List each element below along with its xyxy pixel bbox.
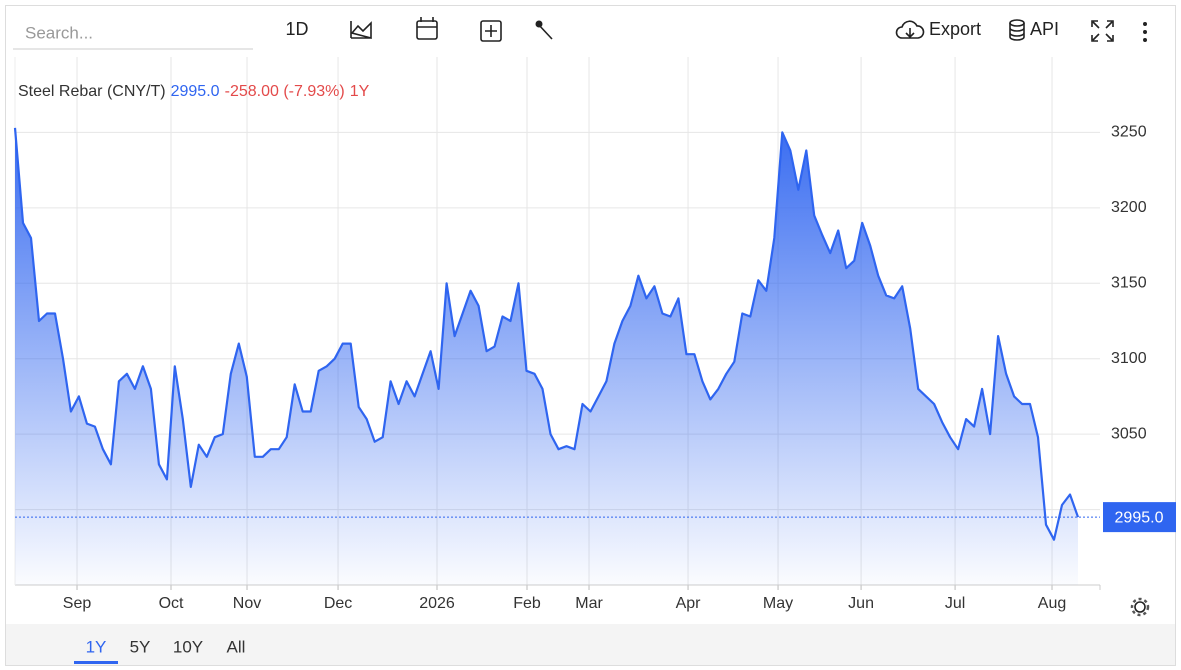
range-buttons: 1Y 5Y 10Y All bbox=[74, 637, 245, 664]
api-label[interactable]: API bbox=[1030, 19, 1059, 39]
y-tick-label: 3150 bbox=[1111, 275, 1147, 292]
y-tick-label: 3200 bbox=[1111, 199, 1147, 216]
x-tick-label: Feb bbox=[513, 595, 541, 612]
y-tick-label: 3250 bbox=[1111, 124, 1147, 141]
x-tick-label: Jun bbox=[848, 595, 874, 612]
x-tick-label: Oct bbox=[159, 595, 184, 612]
range-bar bbox=[6, 624, 1175, 665]
compare-button[interactable] bbox=[480, 20, 502, 42]
settings-button[interactable] bbox=[1130, 597, 1150, 617]
chart-type-button[interactable] bbox=[350, 20, 372, 40]
interval-button[interactable]: 1D bbox=[285, 19, 308, 39]
api-button[interactable] bbox=[1009, 19, 1025, 41]
tools-button[interactable] bbox=[535, 20, 553, 40]
export-label[interactable]: Export bbox=[929, 19, 981, 39]
x-tick-label: Jul bbox=[945, 595, 965, 612]
area bbox=[15, 127, 1078, 586]
x-tick-label: Mar bbox=[575, 595, 603, 612]
current-price-box bbox=[1103, 502, 1176, 533]
range-button[interactable]: 5Y bbox=[130, 637, 151, 656]
plot: 300030503100315032003250SepOctNovDec2026… bbox=[13, 57, 1176, 612]
fullscreen-button[interactable] bbox=[1091, 20, 1114, 42]
range-button[interactable]: 1Y bbox=[86, 637, 107, 656]
line bbox=[13, 127, 1080, 541]
export-button[interactable] bbox=[895, 20, 925, 39]
search-box[interactable]: Search... bbox=[25, 23, 93, 42]
calendar-button[interactable] bbox=[416, 17, 438, 40]
current-price-label: 2995.0 bbox=[1115, 509, 1164, 526]
x-tick-label: 2026 bbox=[419, 595, 455, 612]
price-change: -258.00 (-7.93%) bbox=[225, 83, 345, 100]
range-button[interactable]: All bbox=[227, 637, 246, 656]
x-tick-label: Nov bbox=[233, 595, 261, 612]
menu-button[interactable] bbox=[1143, 22, 1147, 42]
x-tick-label: Sep bbox=[63, 595, 92, 612]
chart-title: Steel Rebar (CNY/T) bbox=[18, 83, 166, 100]
period: 1Y bbox=[350, 83, 370, 100]
x-tick-label: May bbox=[763, 595, 793, 612]
range-active-underline bbox=[74, 661, 118, 664]
y-tick-label: 3050 bbox=[1111, 425, 1147, 442]
x-tick-label: Dec bbox=[324, 595, 352, 612]
x-tick-label: Aug bbox=[1038, 595, 1066, 612]
y-tick-label: 3100 bbox=[1111, 350, 1147, 367]
range-button[interactable]: 10Y bbox=[173, 637, 203, 656]
x-tick-label: Apr bbox=[676, 595, 702, 612]
last-price: 2995.0 bbox=[171, 83, 220, 100]
